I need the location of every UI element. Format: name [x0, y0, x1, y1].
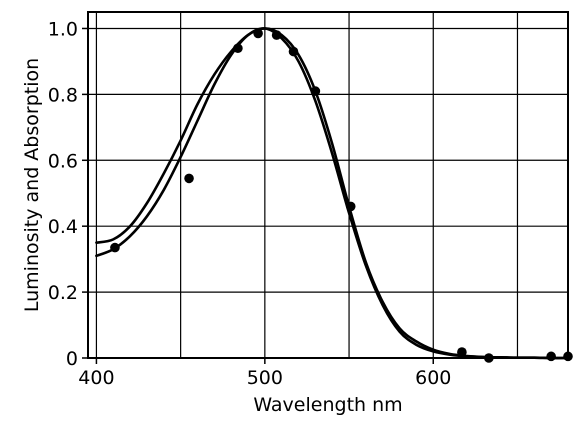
- data-point: [345, 201, 356, 212]
- plot-frame: [87, 11, 569, 359]
- grid: [88, 12, 568, 358]
- tick-labels: 400 500 600 0 0.2 0.4 0.6 0.8 1.0: [48, 18, 452, 389]
- series-line: [95, 27, 570, 360]
- data-points: [110, 28, 573, 363]
- y-tick-label: 0.2: [48, 282, 78, 304]
- data-point: [184, 173, 194, 184]
- data-point: [546, 351, 556, 362]
- series-line: [95, 27, 570, 360]
- y-tick-label: 0: [66, 348, 78, 370]
- data-point: [110, 242, 120, 253]
- x-tick-label: 500: [247, 367, 283, 389]
- y-tick-label: 0.8: [48, 84, 78, 106]
- x-tick-label: 400: [78, 367, 114, 389]
- data-point: [457, 347, 467, 357]
- data-point: [233, 43, 243, 54]
- data-point: [288, 46, 299, 57]
- x-tick-label: 600: [415, 367, 451, 389]
- curves: [95, 27, 570, 360]
- x-axis-label: Wavelength nm: [253, 394, 402, 416]
- data-point: [310, 86, 321, 96]
- data-point: [253, 28, 263, 39]
- data-point: [271, 30, 282, 40]
- y-tick-label: 0.6: [48, 150, 78, 172]
- ticks: [82, 27, 435, 364]
- y-tick-label: 1.0: [48, 18, 78, 40]
- y-axis-label: Luminosity and Absorption: [21, 58, 43, 312]
- y-tick-label: 0.4: [48, 216, 78, 238]
